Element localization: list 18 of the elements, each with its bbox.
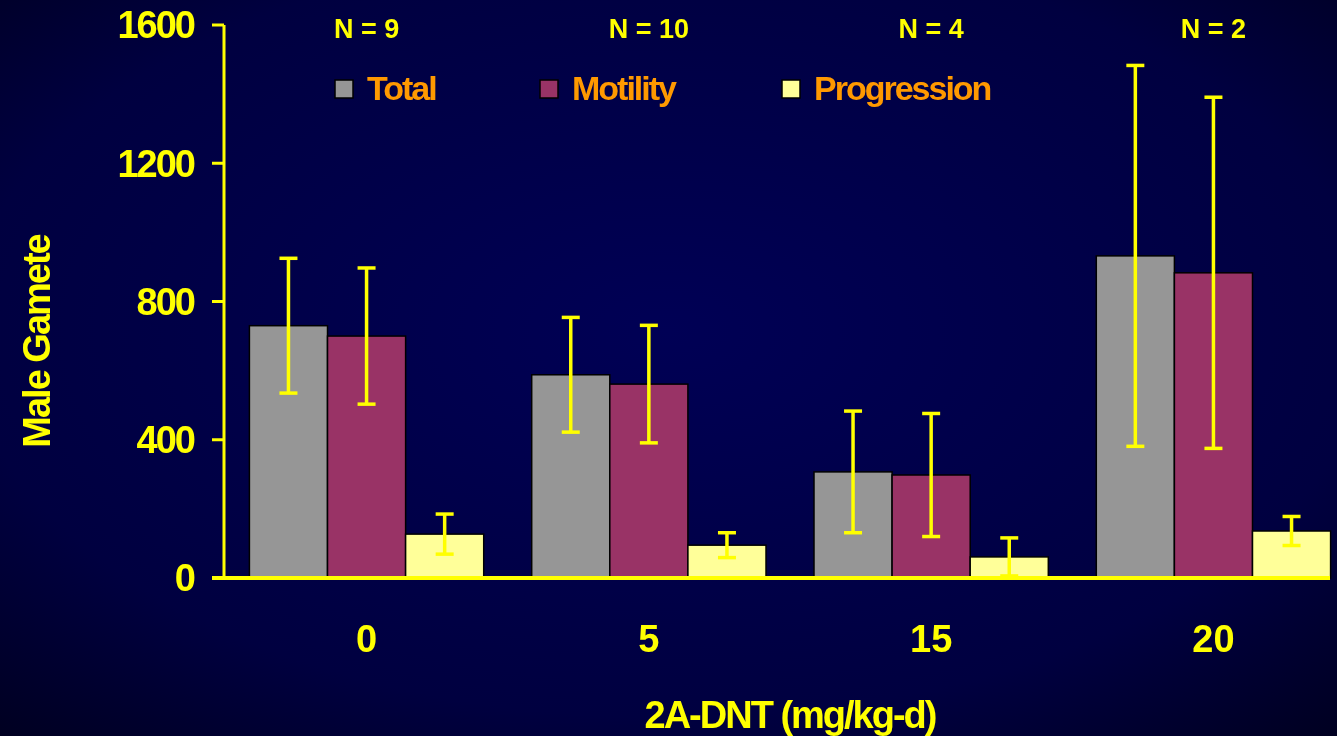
legend-label: Total xyxy=(367,69,437,107)
y-tick-label: 400 xyxy=(136,419,195,462)
annotation: N = 4 xyxy=(898,14,964,44)
y-tick-label: 0 xyxy=(174,557,195,600)
legend-label: Progression xyxy=(814,69,991,107)
y-tick-label: 1200 xyxy=(117,142,195,185)
x-tick-label: 5 xyxy=(638,618,660,660)
x-tick-label: 15 xyxy=(910,618,953,660)
y-tick-label: 1600 xyxy=(117,4,195,47)
y-axis-title: Male Gamete xyxy=(16,234,58,448)
annotation: N = 2 xyxy=(1180,14,1247,44)
y-tick-label: 800 xyxy=(136,280,195,323)
x-tick-label: 20 xyxy=(1192,618,1235,660)
annotation: N = 10 xyxy=(608,14,690,44)
annotation: N = 9 xyxy=(333,14,400,44)
x-axis-title: 2A-DNT (mg/kg-d) xyxy=(644,694,936,736)
x-tick-label: 0 xyxy=(355,618,378,660)
legend-label: Motility xyxy=(572,69,678,107)
